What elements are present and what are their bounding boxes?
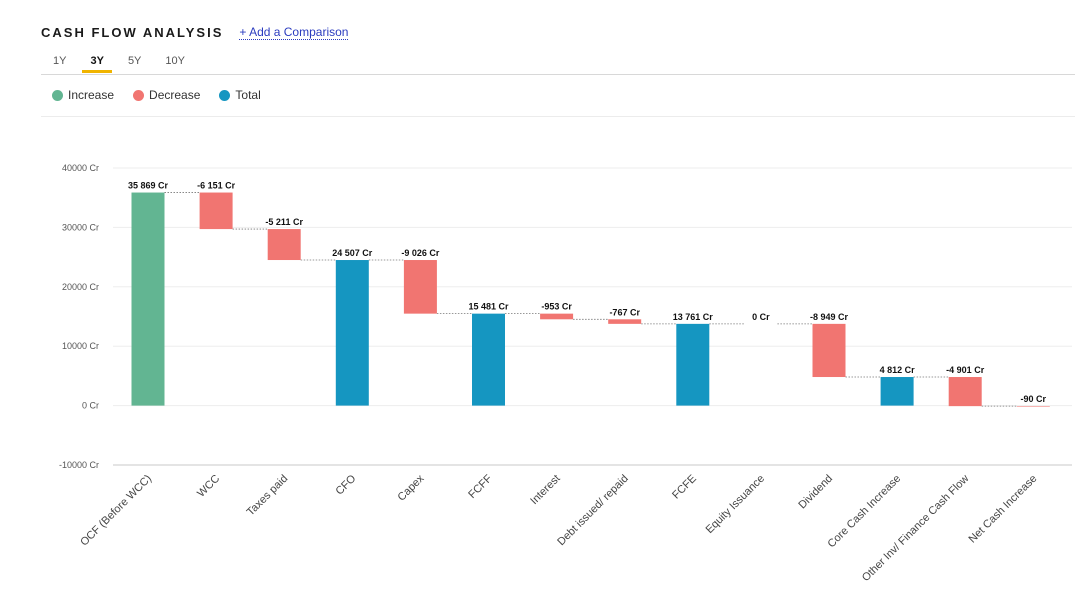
x-category-label: Equity Issuance xyxy=(704,473,767,536)
bar-decrease[interactable] xyxy=(948,377,982,407)
data-label: 35 869 Cr xyxy=(128,181,169,191)
bar-decrease[interactable] xyxy=(608,319,642,324)
bar-total[interactable] xyxy=(472,313,505,406)
x-category-label: OCF (Before WCC) xyxy=(78,473,154,549)
x-category-label: CFO xyxy=(334,472,359,497)
data-label: 24 507 Cr xyxy=(332,248,373,258)
data-label: -6 151 Cr xyxy=(197,181,236,191)
data-label: 0 Cr xyxy=(752,312,770,322)
legend-item-total[interactable]: Total xyxy=(219,88,261,102)
period-tabs: 1Y 3Y 5Y 10Y xyxy=(41,53,197,73)
x-category-label: Capex xyxy=(396,472,427,503)
data-label: -5 211 Cr xyxy=(265,217,303,227)
add-comparison-link[interactable]: + Add a Comparison xyxy=(239,24,349,40)
y-tick-label: -10000 Cr xyxy=(59,460,99,470)
y-tick-label: 10000 Cr xyxy=(62,341,99,351)
data-label: -90 Cr xyxy=(1021,394,1047,404)
data-label: -8 949 Cr xyxy=(810,312,849,322)
x-category-label: Net Cash Increase xyxy=(967,473,1040,546)
page-title: CASH FLOW ANALYSIS xyxy=(41,24,224,40)
total-dot-icon xyxy=(219,89,231,101)
bar-total[interactable] xyxy=(335,260,369,406)
decrease-dot-icon xyxy=(133,89,145,101)
x-category-label: FCFF xyxy=(466,472,495,501)
bar-decrease[interactable] xyxy=(267,229,301,261)
bar-decrease[interactable] xyxy=(199,192,233,230)
bar-increase[interactable] xyxy=(131,192,165,406)
legend-label-total: Total xyxy=(235,88,261,102)
bar-total[interactable] xyxy=(880,377,914,406)
legend-item-decrease[interactable]: Decrease xyxy=(133,88,200,102)
legend-label-increase: Increase xyxy=(68,88,115,102)
bar-decrease[interactable] xyxy=(1016,406,1050,407)
data-label: 4 812 Cr xyxy=(880,365,916,375)
data-label: -767 Cr xyxy=(609,307,640,317)
x-category-label: Dividend xyxy=(796,473,835,512)
tab-3y[interactable]: 3Y xyxy=(78,53,115,73)
increase-dot-icon xyxy=(52,89,63,101)
data-label: -953 Cr xyxy=(541,302,572,312)
legend-label-decrease: Decrease xyxy=(149,88,201,102)
data-label: 13 761 Cr xyxy=(673,312,714,322)
x-category-label: WCC xyxy=(195,473,222,500)
bar-decrease[interactable] xyxy=(403,260,437,314)
data-label: -4 901 Cr xyxy=(946,365,985,375)
legend-divider xyxy=(41,116,1075,117)
x-category-label: Interest xyxy=(528,473,562,507)
y-tick-label: 40000 Cr xyxy=(62,163,99,173)
data-label: -9 026 Cr xyxy=(401,248,440,258)
x-category-label: Debt issued/ repaid xyxy=(555,473,631,549)
bar-decrease[interactable] xyxy=(812,323,846,378)
tabs-divider xyxy=(41,74,1075,75)
tab-5y[interactable]: 5Y xyxy=(127,55,142,67)
y-tick-label: 0 Cr xyxy=(82,401,99,411)
data-label: 15 481 Cr xyxy=(468,302,509,312)
tab-1y[interactable]: 1Y xyxy=(53,55,67,67)
x-category-label: Core Cash Increase xyxy=(826,473,904,551)
y-tick-label: 30000 Cr xyxy=(62,222,99,232)
x-category-label: Other Inv/ Finance Cash Flow xyxy=(860,473,971,584)
chart-header: CASH FLOW ANALYSIS + Add a Comparison xyxy=(41,22,349,42)
bar-total[interactable] xyxy=(676,323,710,406)
bar-decrease[interactable] xyxy=(540,313,574,320)
x-category-label: FCFE xyxy=(670,473,699,502)
legend-item-increase[interactable]: Increase xyxy=(52,88,114,102)
chart-legend: Increase Decrease Total xyxy=(52,88,280,102)
x-category-label: Taxes paid xyxy=(245,473,291,519)
y-tick-label: 20000 Cr xyxy=(62,282,99,292)
tab-10y[interactable]: 10Y xyxy=(165,55,185,67)
